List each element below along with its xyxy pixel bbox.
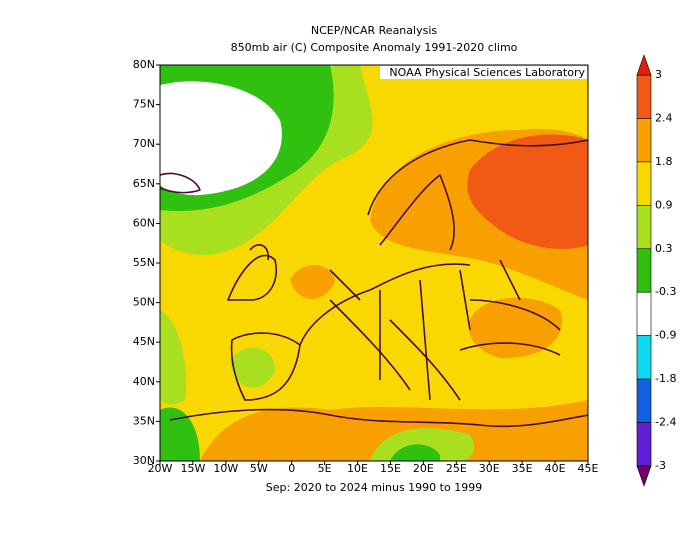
lat-label: 35N (133, 414, 155, 427)
title: NCEP/NCAR Reanalysis (311, 24, 437, 37)
lon-label: 15E (380, 462, 401, 475)
lon-label: 25E (446, 462, 467, 475)
colorbar: 3 2.4 1.8 0.9 0.3 -0.3 -0.9 -1.8 -2.4 -3 (636, 54, 676, 487)
colorbar-label: -0.3 (655, 285, 676, 298)
colorbar-band (636, 248, 652, 293)
colorbar-label: 2.4 (655, 111, 673, 124)
colorbar-band (636, 378, 652, 423)
lon-label: 5E (318, 462, 332, 475)
colorbar-band (636, 335, 652, 380)
colorbar-end (636, 54, 652, 76)
credit-box (380, 66, 587, 79)
credit: NOAA Physical Sciences Laboratory (389, 66, 585, 79)
lat-label: 40N (133, 375, 155, 388)
colorbar-band (636, 161, 652, 206)
lon-label: 10E (347, 462, 368, 475)
colorbar-label: -1.8 (655, 372, 676, 385)
lat-label: 55N (133, 256, 155, 269)
caption: Sep: 2020 to 2024 minus 1990 to 1999 (266, 481, 482, 494)
lon-label: 30E (479, 462, 500, 475)
colorbar-label: 0.3 (655, 242, 673, 255)
colorbar-band (636, 205, 652, 250)
colorbar-band (636, 118, 652, 163)
map-fill (160, 65, 588, 461)
lon-label: 5W (250, 462, 268, 475)
lat-label: 75N (133, 98, 155, 111)
lat-label: 70N (133, 137, 155, 150)
lat-label: 80N (133, 58, 155, 71)
colorbar-label: -3 (655, 459, 666, 472)
colorbar-label: 3 (655, 68, 662, 81)
axis-labels: 30N 35N 40N 45N 50N 55N 60N 65N 70N 75N 80N 20W 15W 1… (133, 58, 599, 475)
lon-label: 0 (288, 462, 295, 475)
lat-label: 60N (133, 216, 155, 229)
lon-label: 20E (413, 462, 434, 475)
lon-label: 15W (180, 462, 205, 475)
lon-label: 45E (578, 462, 599, 475)
lat-label: 30N (133, 454, 155, 467)
lon-label: 40E (545, 462, 566, 475)
lon-label: 35E (512, 462, 533, 475)
colorbar-label: -2.4 (655, 416, 676, 429)
lat-label: 50N (133, 296, 155, 309)
colorbar-band (636, 291, 652, 336)
lon-label: 20W (148, 462, 173, 475)
colorbar-band (636, 74, 652, 119)
colorbar-band (636, 422, 652, 467)
lat-label: 45N (133, 335, 155, 348)
coastlines (160, 139, 588, 428)
colorbar-end (636, 465, 652, 487)
colorbar-label: 0.9 (655, 198, 673, 211)
subtitle: 850mb air (C) Composite Anomaly 1991-202… (231, 41, 518, 54)
lat-label: 65N (133, 177, 155, 190)
lon-label: 10W (213, 462, 238, 475)
colorbar-label: -0.9 (655, 329, 676, 342)
colorbar-label: 1.8 (655, 155, 673, 168)
